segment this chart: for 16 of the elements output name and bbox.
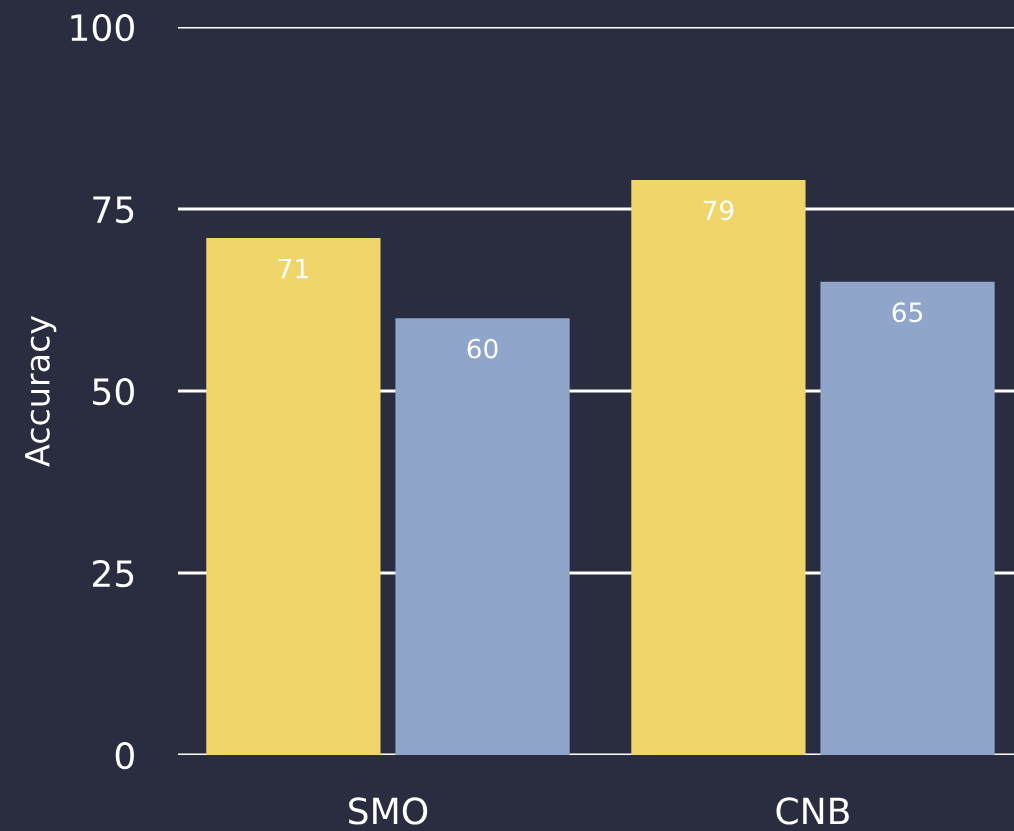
bar bbox=[395, 318, 570, 755]
bar bbox=[631, 179, 806, 755]
data-label: 71 bbox=[278, 258, 308, 279]
x-tick-label: CNB bbox=[776, 797, 849, 825]
bar bbox=[206, 238, 381, 755]
y-tick-label: 75 bbox=[93, 196, 134, 224]
y-tick-label: 25 bbox=[93, 559, 134, 588]
data-label: 65 bbox=[892, 302, 923, 323]
y-tick-label: 0 bbox=[115, 741, 134, 770]
y-tick-label: 50 bbox=[93, 377, 134, 406]
y-axis-title: Accuracy bbox=[25, 315, 57, 467]
x-tick-label: SMO bbox=[349, 797, 428, 825]
data-label: 79 bbox=[703, 200, 734, 221]
bar bbox=[820, 281, 995, 755]
data-label: 60 bbox=[467, 338, 498, 359]
y-tick-label: 100 bbox=[71, 13, 134, 42]
